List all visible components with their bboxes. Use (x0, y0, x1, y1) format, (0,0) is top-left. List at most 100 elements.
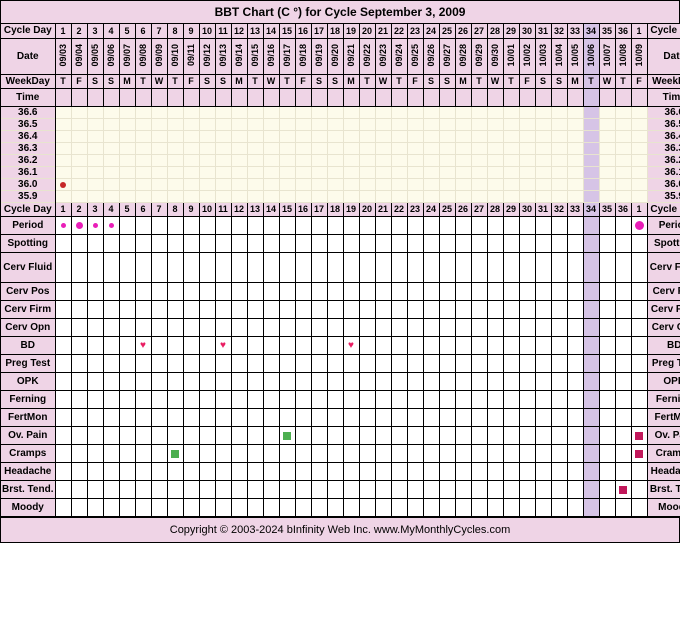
row-label: Headache (1, 462, 55, 480)
cell (375, 408, 391, 426)
cell (359, 390, 375, 408)
cell (535, 408, 551, 426)
cell (535, 166, 551, 178)
cell (631, 390, 647, 408)
cell (279, 178, 295, 190)
cell (439, 426, 455, 444)
cell (439, 142, 455, 154)
cell (359, 166, 375, 178)
cell: 17 (311, 24, 327, 38)
cell (439, 498, 455, 516)
cell (503, 190, 519, 202)
marker-square (635, 432, 643, 440)
cell (471, 88, 487, 106)
cell (391, 426, 407, 444)
cell (103, 462, 119, 480)
cell: 1 (55, 24, 71, 38)
cell (215, 154, 231, 166)
cell: 3 (87, 24, 103, 38)
cell (71, 216, 87, 234)
cell: 36 (615, 24, 631, 38)
cell (551, 166, 567, 178)
cell: S (87, 74, 103, 88)
cell (263, 142, 279, 154)
cell: 19 (343, 24, 359, 38)
row-label: FertMon (1, 408, 55, 426)
cell (359, 480, 375, 498)
cell (311, 300, 327, 318)
cell (327, 408, 343, 426)
cell (471, 252, 487, 282)
cell (551, 130, 567, 142)
cell (311, 336, 327, 354)
cell (87, 282, 103, 300)
cell (551, 318, 567, 336)
cell (183, 408, 199, 426)
cell: 10/06 (583, 38, 599, 74)
cell (519, 142, 535, 154)
cell (119, 354, 135, 372)
cell: ♥ (215, 336, 231, 354)
cell (263, 498, 279, 516)
cell (183, 252, 199, 282)
cell (615, 130, 631, 142)
cell (551, 372, 567, 390)
cell: 8 (167, 202, 183, 216)
cell (487, 426, 503, 444)
cell (583, 106, 599, 118)
cell (615, 480, 631, 498)
cell (359, 498, 375, 516)
cell (167, 154, 183, 166)
row-label-right: Ov. Pain (647, 426, 680, 444)
cell: 14 (263, 24, 279, 38)
cell: 9 (183, 202, 199, 216)
cell: 21 (375, 24, 391, 38)
cell (167, 498, 183, 516)
cell (183, 234, 199, 252)
cell (391, 154, 407, 166)
cell (215, 426, 231, 444)
cell: 21 (375, 202, 391, 216)
cell: 7 (151, 24, 167, 38)
cell: 09/13 (215, 38, 231, 74)
row-label: Cycle Day (1, 202, 55, 216)
cell (231, 354, 247, 372)
cell (135, 462, 151, 480)
cell (551, 190, 567, 202)
cell (215, 282, 231, 300)
cell (327, 130, 343, 142)
cell (263, 336, 279, 354)
cell (423, 372, 439, 390)
cell (423, 154, 439, 166)
cell (503, 178, 519, 190)
cell (471, 462, 487, 480)
cell (567, 88, 583, 106)
cell (135, 426, 151, 444)
cell (439, 252, 455, 282)
cell (583, 88, 599, 106)
cell (247, 282, 263, 300)
cell (471, 190, 487, 202)
cell (55, 118, 71, 130)
cell (295, 190, 311, 202)
cell (311, 390, 327, 408)
cell (103, 118, 119, 130)
cell (471, 318, 487, 336)
cell (295, 234, 311, 252)
row-label-right: OPK (647, 372, 680, 390)
cell (247, 390, 263, 408)
cell (183, 318, 199, 336)
row-label: Cycle Day (1, 24, 55, 38)
row-label: Time (1, 88, 55, 106)
cell (263, 118, 279, 130)
cell (55, 426, 71, 444)
cell (455, 118, 471, 130)
cell (455, 216, 471, 234)
cell (295, 118, 311, 130)
cell (311, 372, 327, 390)
cell (615, 252, 631, 282)
cell (439, 444, 455, 462)
cell (135, 282, 151, 300)
cell: S (551, 74, 567, 88)
cell (55, 166, 71, 178)
